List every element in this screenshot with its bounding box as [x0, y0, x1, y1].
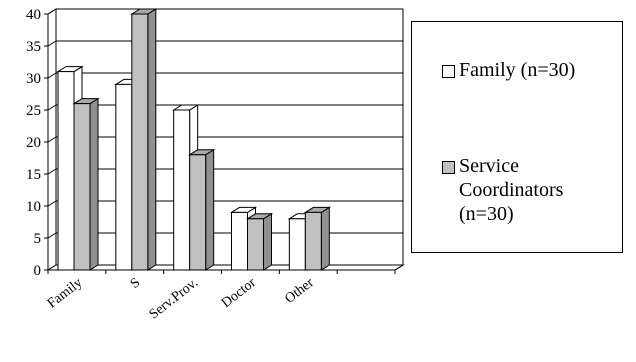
y-tick-label: 30 [26, 71, 41, 87]
bar [115, 83, 133, 271]
y-tick-label: 0 [34, 263, 42, 279]
legend-item-service-coordinators: Service Coordinators (n=30) [442, 154, 619, 226]
bar [304, 211, 322, 271]
y-tick-label: 40 [26, 7, 41, 23]
y-tick-label: 25 [26, 103, 41, 119]
gridline-side [47, 8, 57, 15]
bar-side [320, 206, 330, 271]
legend: Family (n=30) Service Coordinators (n=30… [411, 21, 623, 253]
gridline-side [47, 232, 57, 239]
floor-edge [394, 264, 404, 271]
axes [47, 14, 404, 274]
legend-label-family: Family (n=30) [459, 59, 576, 81]
legend-swatch-service-coordinators [442, 161, 455, 174]
gridline-side [47, 72, 57, 79]
chart-back-wall [47, 8, 404, 271]
bars [56, 8, 332, 271]
gridline-side [47, 136, 57, 143]
y-tick-label: 35 [26, 39, 41, 55]
floor [46, 264, 405, 271]
bar [231, 211, 248, 271]
bar [189, 154, 207, 271]
y-tick-label: 5 [34, 231, 42, 247]
gridline-side [47, 200, 57, 207]
bar-side [89, 97, 99, 271]
bar-side [205, 148, 215, 271]
x-category-label: Other [282, 275, 317, 307]
bar-side [147, 8, 157, 271]
bar [57, 71, 75, 271]
x-axis-labels: Family S Serv.Prov. Doctor Other [45, 275, 317, 322]
x-category-label: Family [45, 275, 85, 311]
y-tick-label: 10 [26, 199, 41, 215]
gridline-side [47, 168, 57, 175]
bar [247, 218, 264, 271]
bar [73, 103, 91, 271]
x-category-label: Doctor [219, 275, 259, 311]
bar [131, 13, 149, 271]
chart-floor [46, 264, 405, 271]
y-tick-label: 20 [26, 135, 41, 151]
gridlines [47, 8, 403, 239]
gridline-side [47, 104, 57, 111]
legend-item-family: Family (n=30) [442, 58, 619, 82]
x-category-label: S [128, 275, 143, 292]
bar-side [263, 212, 272, 271]
y-axis-ticks: 0 5 10 15 20 25 30 35 40 [26, 7, 48, 279]
x-category-label: Serv.Prov. [147, 275, 201, 322]
y-tick-label: 15 [26, 167, 41, 183]
legend-swatch-family [442, 65, 455, 78]
legend-label-service-coordinators: Service Coordinators (n=30) [459, 155, 564, 225]
bar [173, 109, 191, 271]
bar [288, 218, 306, 271]
gridline-side [47, 40, 57, 47]
